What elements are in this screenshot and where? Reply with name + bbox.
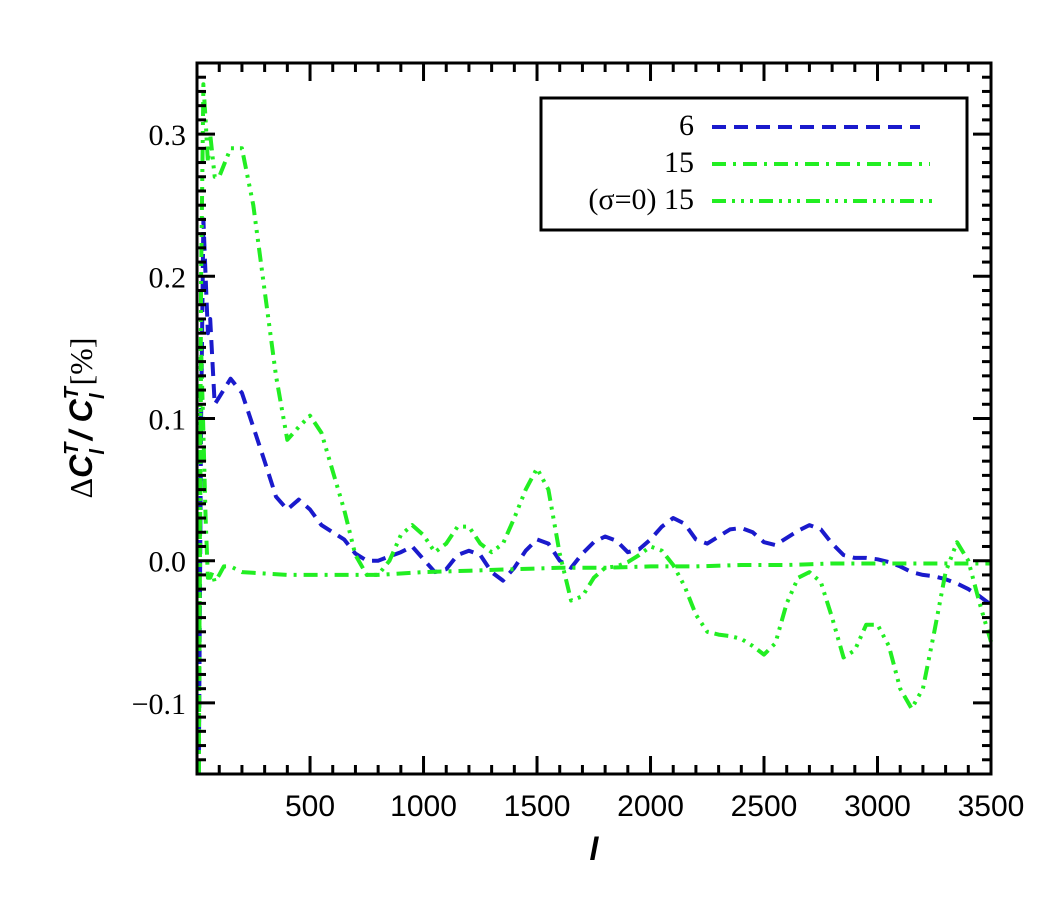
x-tick-labels: 500 1000 1500 2000 2500 3000 3500	[285, 790, 1024, 823]
legend-label-2: (σ=0) 15	[588, 183, 694, 216]
y-axis-title: ΔCT l / CT l [%]	[61, 338, 109, 499]
x-tick-label: 2000	[617, 790, 684, 823]
y-axis-title-slash: /	[63, 422, 99, 449]
y-tick-label: −0.1	[132, 688, 186, 721]
plot-lines	[196, 82, 993, 775]
y-axis-title-unit: [%]	[63, 338, 99, 394]
legend: 6 15 (σ=0) 15	[539, 96, 969, 232]
y-axis-title-sub1: l	[87, 449, 109, 455]
x-tick-label: 3000	[844, 790, 911, 823]
series-line-2	[196, 82, 993, 775]
y-axis-title-delta: Δ	[63, 478, 99, 499]
x-tick-label: 1000	[390, 790, 457, 823]
axis-ticks	[197, 63, 991, 774]
series-line-1	[196, 345, 991, 775]
x-tick-label: 2500	[731, 790, 798, 823]
legend-label-1: 15	[664, 146, 694, 179]
y-axis-title-sub2: l	[87, 393, 109, 399]
y-axis-title-c1: C	[63, 454, 99, 478]
x-axis-title: l	[590, 831, 600, 867]
y-tick-label: 0.0	[149, 546, 187, 579]
x-tick-label: 3500	[958, 790, 1025, 823]
y-axis-title-sup1: T	[61, 441, 83, 455]
legend-label-0: 6	[679, 109, 694, 142]
y-tick-label: 0.1	[149, 404, 187, 437]
y-tick-label: 0.3	[149, 119, 187, 152]
y-tick-labels: −0.1 0.0 0.1 0.2 0.3	[132, 119, 186, 721]
y-axis-title-sup2: T	[61, 385, 83, 399]
series-line-0	[196, 217, 993, 775]
y-axis-title-c2: C	[63, 398, 99, 422]
y-tick-label: 0.2	[149, 261, 187, 294]
x-tick-label: 500	[285, 790, 335, 823]
x-tick-label: 1500	[504, 790, 571, 823]
